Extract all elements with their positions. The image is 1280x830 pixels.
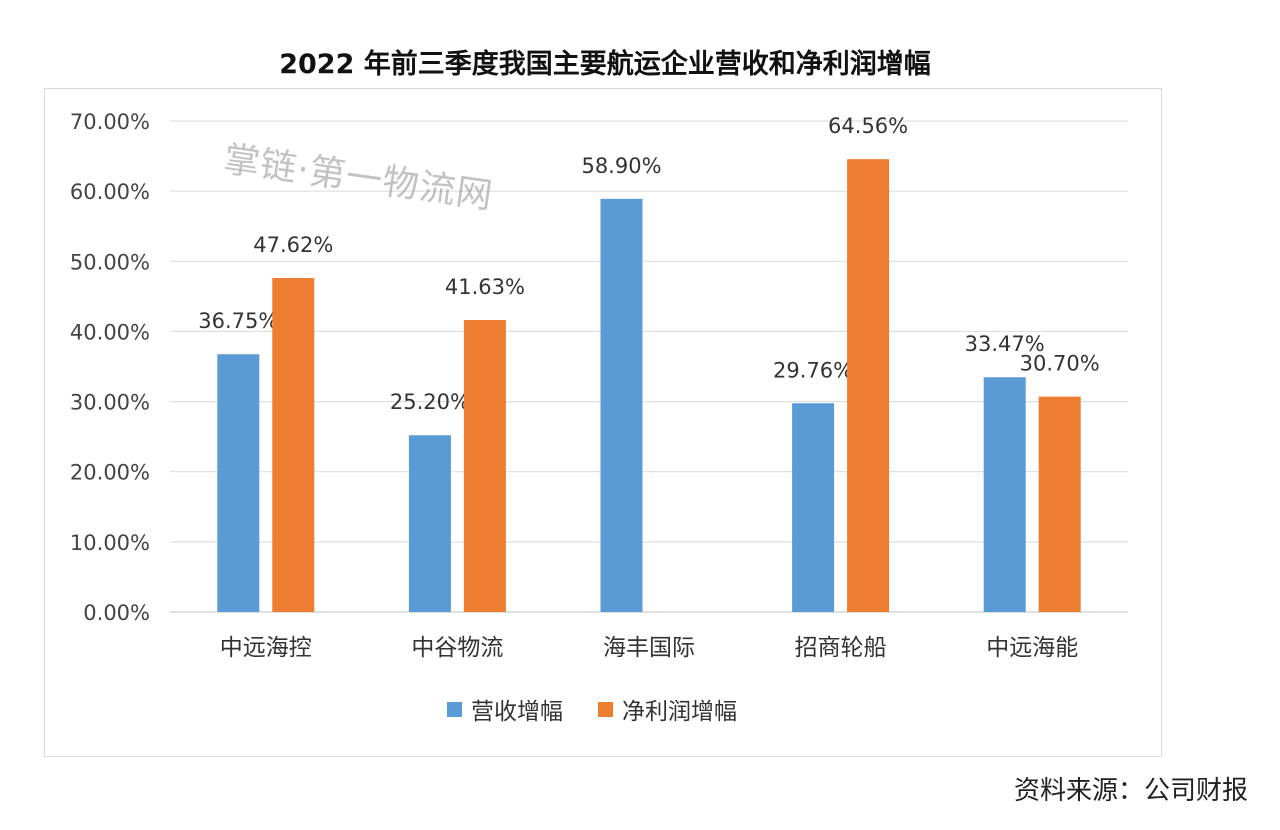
y-tick-label: 50.00% (70, 250, 150, 274)
y-tick-label: 0.00% (83, 601, 150, 625)
y-tick-label: 40.00% (70, 320, 150, 344)
bar-revenue (408, 435, 451, 612)
y-tick-label: 10.00% (70, 531, 150, 555)
bar-revenue (600, 198, 643, 612)
legend-label: 营收增幅 (471, 699, 563, 725)
x-tick-label: 海丰国际 (603, 635, 695, 661)
data-label: 25.20% (390, 390, 470, 414)
bar-profit (847, 159, 890, 612)
bar-profit (1038, 396, 1081, 612)
legend-label: 净利润增幅 (622, 699, 737, 725)
bar-revenue (983, 377, 1026, 612)
x-tick-label: 中远海能 (986, 635, 1078, 661)
bar-profit (272, 277, 315, 612)
x-tick-label: 中远海控 (220, 635, 312, 661)
y-tick-label: 60.00% (70, 180, 150, 204)
data-label: 33.47% (965, 332, 1045, 356)
y-tick-label: 70.00% (70, 110, 150, 134)
y-tick-label: 20.00% (70, 461, 150, 485)
data-label: 58.90% (581, 154, 661, 178)
data-label: 36.75% (198, 309, 278, 333)
data-label: 41.63% (445, 275, 525, 299)
data-label: 30.70% (1020, 352, 1100, 376)
data-label: 47.62% (253, 233, 333, 257)
data-label: 29.76% (773, 358, 853, 382)
legend-swatch (447, 702, 462, 717)
x-tick-label: 中谷物流 (411, 635, 503, 661)
chart-title: 2022 年前三季度我国主要航运企业营收和净利润增幅 (279, 49, 931, 80)
bar-profit (463, 319, 506, 612)
data-label: 64.56% (828, 114, 908, 138)
legend-swatch (598, 702, 613, 717)
chart-frame (44, 88, 1162, 757)
bar-revenue (792, 403, 835, 612)
source-note: 资料来源：公司财报 (1013, 776, 1248, 806)
x-tick-label: 招商轮船 (795, 635, 887, 661)
bar-revenue (217, 354, 260, 612)
y-tick-label: 30.00% (70, 391, 150, 415)
